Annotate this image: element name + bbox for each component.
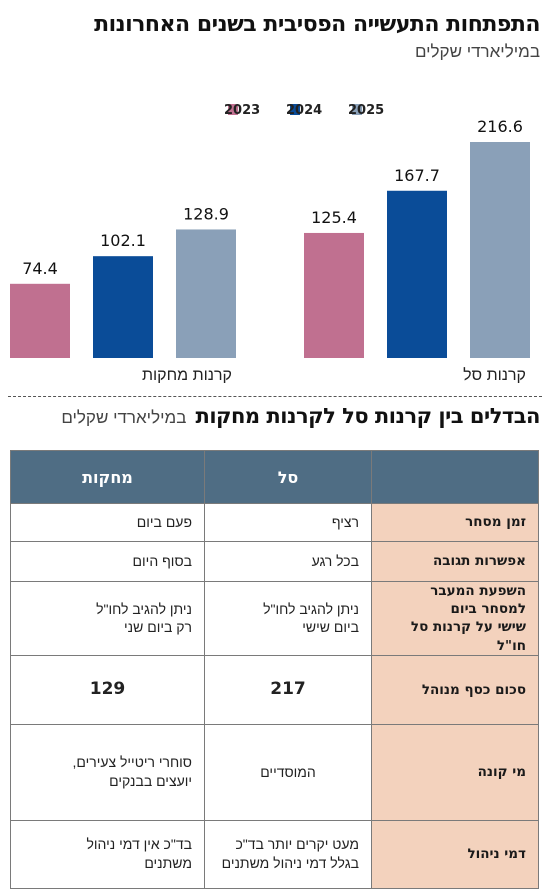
bar xyxy=(93,256,153,358)
cell-sal: ניתן להגיב לחו"ל ביום שישי xyxy=(204,581,372,656)
header-mehakot: מחקות xyxy=(10,450,205,504)
legend-swatch xyxy=(290,104,300,115)
bar xyxy=(304,232,364,358)
cell-mehakot: סוחרי ריטייל צעירים, יועצים בבנקים xyxy=(10,723,205,821)
bar-chart: 125.4 167.7 216.6 קרנות סל 74.4 102.1 128.9 קרנ… xyxy=(10,103,530,384)
chart-title: התפתחות התעשייה הפסיבית בשנים האחרונות xyxy=(94,12,540,37)
table-unit-note: במיליארדי שקלים xyxy=(61,408,187,427)
bar-value-label: 167.7 xyxy=(394,166,440,185)
bar-value-label: 74.4 xyxy=(22,259,58,278)
cell-sal: המוסדיים xyxy=(204,723,372,821)
table-row: דמי ניהול מעט יקרים יותר בד"כ בגלל דמי נ… xyxy=(10,819,539,889)
bar xyxy=(10,283,70,358)
cell-mehakot: בסוף היום xyxy=(10,541,205,582)
comparison-table: סל מחקות זמן מסחר רציף פעם ביום אפשרות ת… xyxy=(10,450,539,889)
table-row: סכום כסף מנוהל 217 129 xyxy=(10,654,539,725)
table-title-text: הבדלים בין קרנות סל לקרנות מחקות xyxy=(195,404,540,428)
category-label: קרנות סל xyxy=(463,366,526,384)
legend-label: 2024 xyxy=(286,103,322,118)
bar xyxy=(470,142,530,358)
row-label: זמן מסחר xyxy=(371,503,539,542)
table-header-row: סל מחקות xyxy=(10,450,539,504)
table-row: מי קונה המוסדיים סוחרי ריטייל צעירים, יו… xyxy=(10,723,539,821)
bar-value-label: 125.4 xyxy=(311,208,357,227)
legend-label: 2025 xyxy=(348,103,384,118)
cell-mehakot: ניתן להגיב לחו"ל רק ביום שני xyxy=(10,581,205,656)
table-row: זמן מסחר רציף פעם ביום xyxy=(10,503,539,542)
cell-sal: מעט יקרים יותר בד"כ בגלל דמי ניהול משתני… xyxy=(204,819,372,889)
bar-value-label: 128.9 xyxy=(183,204,229,223)
legend-label: 2023 xyxy=(224,103,260,118)
table-title: הבדלים בין קרנות סל לקרנות מחקות במיליאר… xyxy=(61,404,540,428)
bar xyxy=(176,229,236,358)
section-divider xyxy=(8,396,542,397)
row-label: אפשרות תגובה xyxy=(371,541,539,582)
row-label: דמי ניהול xyxy=(371,819,539,889)
header-corner xyxy=(371,450,539,504)
table-row: השפעת המעבר למסחר ביום שישי על קרנות סל … xyxy=(10,581,539,656)
row-label: סכום כסף מנוהל xyxy=(371,654,539,725)
row-label: השפעת המעבר למסחר ביום שישי על קרנות סל … xyxy=(371,581,539,656)
header-sal: סל xyxy=(204,450,372,504)
legend-swatch xyxy=(228,104,238,115)
row-label: מי קונה xyxy=(371,723,539,821)
bar-value-label: 102.1 xyxy=(100,231,146,250)
category-label: קרנות מחקות xyxy=(142,367,232,384)
cell-sal: 217 xyxy=(204,654,372,725)
cell-mehakot: פעם ביום xyxy=(10,503,205,542)
bar-value-label: 216.6 xyxy=(477,117,523,136)
cell-sal: רציף xyxy=(204,503,372,542)
cell-mehakot: 129 xyxy=(10,654,205,725)
legend-swatch xyxy=(352,104,362,115)
table-row: אפשרות תגובה בכל רגע בסוף היום xyxy=(10,541,539,582)
cell-sal: בכל רגע xyxy=(204,541,372,582)
cell-mehakot: בד"כ אין דמי ניהול משתנים xyxy=(10,819,205,889)
bar xyxy=(387,190,447,358)
chart-subtitle: במיליארדי שקלים xyxy=(414,42,540,61)
